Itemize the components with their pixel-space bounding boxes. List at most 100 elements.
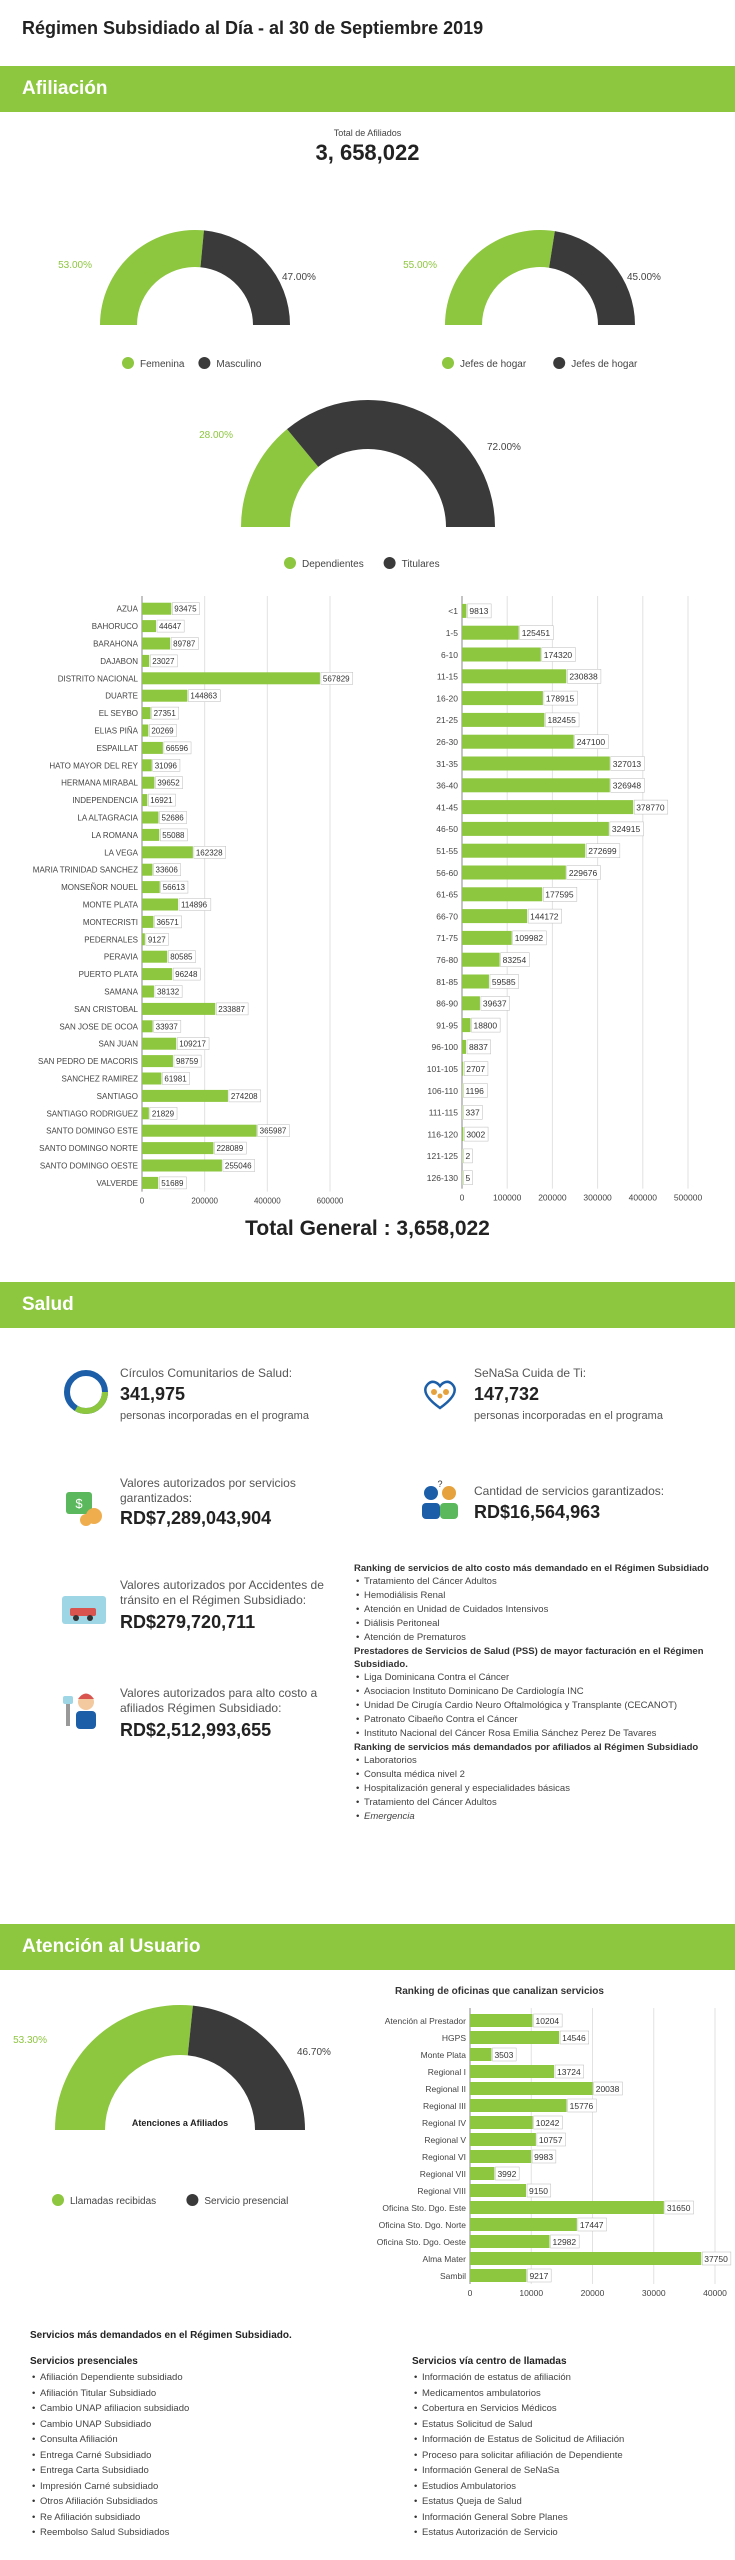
- provincia-bar: [142, 811, 159, 824]
- provincia-category-label: HERMANA MIRABAL: [61, 779, 138, 788]
- provincia-value-label: 21829: [152, 1109, 175, 1118]
- provincia-value-box: [152, 759, 181, 772]
- section-header-afiliacion: Afiliación: [0, 66, 735, 112]
- provincia-category-label: SAN CRISTOBAL: [74, 1005, 138, 1014]
- donut-dependientes-left-slice: [241, 429, 319, 527]
- provincia-value-box: [156, 619, 185, 633]
- edad-value-label: 177595: [545, 890, 574, 900]
- provincia-category-label: SANTO DOMINGO NORTE: [39, 1144, 138, 1153]
- provincia-value-label: 80585: [170, 953, 193, 962]
- stat-label: SeNaSa Cuida de Ti:: [474, 1366, 587, 1380]
- donut-atencion-left-pct: 53.30%: [13, 2035, 47, 2046]
- bar-chart-provincias: 0 200000 400000 600000 AZUA 93475 BAHORUCO 4464…: [33, 596, 354, 1206]
- edad-value-label: 125451: [522, 628, 551, 638]
- svg-text:?: ?: [437, 1479, 442, 1489]
- provincia-bar: [142, 1002, 216, 1015]
- edad-value-label: 337: [466, 1108, 480, 1118]
- provincia-value-label: 255046: [225, 1162, 252, 1171]
- stat-sub: personas incorporadas en el programa: [474, 1410, 663, 1422]
- provincia-bar: [142, 1072, 162, 1085]
- provincia-category-label: SAN JOSE DE OCOA: [59, 1022, 138, 1031]
- provincia-value-label: 33606: [156, 866, 179, 875]
- provincia-value-label: 33937: [156, 1022, 179, 1031]
- service-item: Afiliación Titular Subsidiado: [30, 2386, 360, 2402]
- oficina-value-label: 13724: [557, 2067, 581, 2077]
- total-afiliados-label: Total de Afiliados: [333, 128, 402, 138]
- section-header-atencion: Atención al Usuario: [0, 1924, 735, 1970]
- provincia-category-label: PERAVIA: [104, 953, 139, 962]
- oficina-bar: [470, 2235, 550, 2248]
- oficina-value-label: 37750: [704, 2254, 728, 2264]
- donut-jefes-right-pct: 45.00%: [627, 272, 661, 283]
- edad-value-label: 229676: [569, 868, 598, 878]
- edad-bar: [462, 996, 480, 1011]
- provincia-category-label: LA VEGA: [104, 848, 138, 857]
- legend-label: Servicio presencial: [204, 2196, 288, 2207]
- provincia-value-label: 114896: [181, 901, 208, 910]
- provincia-value-label: 38132: [157, 988, 180, 997]
- provincia-category-label: INDEPENDENCIA: [72, 796, 138, 805]
- donut-genero-left-slice: [100, 230, 204, 325]
- edad-bar: [462, 952, 500, 967]
- provincia-bar: [142, 846, 193, 859]
- oficina-category-label: Regional II: [425, 2084, 466, 2094]
- edad-value-label: 109982: [515, 933, 544, 943]
- oficina-value-box: [531, 2149, 557, 2164]
- provincia-bar: [142, 759, 152, 772]
- oficina-bar: [470, 2167, 495, 2180]
- provincia-value-label: 89787: [173, 640, 196, 649]
- edad-bar: [462, 625, 519, 640]
- edad-value-box: [467, 603, 492, 619]
- provincia-value-box: [214, 1141, 247, 1155]
- service-item: Proceso para solicitar afiliación de Dep…: [412, 2448, 732, 2464]
- provincia-category-label: SANTO DOMINGO ESTE: [46, 1127, 138, 1136]
- edad-value-label: 2: [466, 1151, 471, 1161]
- ranking-item: Consulta médica nivel 2: [354, 1768, 729, 1782]
- edad-value-label: 178915: [546, 693, 575, 703]
- provincia-category-label: HATO MAYOR DEL REY: [49, 761, 138, 770]
- stat-value: RD$2,512,993,655: [120, 1720, 272, 1740]
- provincia-value-box: [162, 1072, 190, 1085]
- provincia-value-box: [193, 846, 226, 859]
- provincia-bar: [142, 828, 160, 841]
- service-item: Impresión Carné subsidiado: [30, 2479, 360, 2495]
- edad-value-box: [609, 821, 644, 837]
- oficina-bar: [470, 2082, 593, 2095]
- edad-category-label: 16-20: [436, 693, 458, 703]
- total-afiliados-value: 3, 658,022: [315, 140, 420, 165]
- section-header-salud: Salud: [0, 1282, 735, 1328]
- provincia-value-label: 66596: [166, 744, 189, 753]
- oficina-category-label: Regional VII: [420, 2169, 466, 2179]
- provincia-value-label: 23027: [152, 657, 175, 666]
- rankings-list: Ranking de servicios de alto costo más d…: [354, 1562, 729, 1824]
- service-item: Cobertura en Servicios Médicos: [412, 2401, 732, 2417]
- service-item: Re Afiliación subsidiado: [30, 2510, 360, 2526]
- oficina-bar: [470, 2014, 533, 2027]
- provincia-bar: [142, 1124, 257, 1137]
- provincia-bar: [142, 689, 188, 702]
- edad-category-label: 71-75: [436, 933, 458, 943]
- provincia-bar: [142, 724, 149, 737]
- provincia-bar: [142, 1142, 214, 1155]
- edad-bar: [462, 1061, 464, 1076]
- provincia-bar: [142, 985, 154, 998]
- donut-genero-right-slice: [200, 230, 290, 325]
- edad-value-label: 9813: [469, 606, 488, 616]
- edad-value-box: [574, 734, 609, 749]
- edad-category-label: 126-130: [427, 1173, 458, 1183]
- afiliacion-donut-charts: 53.00% 47.00% Femenina Masculino 55.00% 45.00…: [58, 230, 661, 570]
- provincia-value-label: 274208: [231, 1092, 258, 1101]
- provincia-bar: [142, 741, 163, 754]
- provincia-value-box: [216, 1002, 249, 1016]
- edad-value-label: 2707: [466, 1064, 485, 1074]
- oficina-category-label: Oficina Sto. Dgo. Este: [382, 2203, 466, 2213]
- edad-bar: [462, 669, 567, 684]
- legend-label: Dependientes: [302, 559, 364, 570]
- edad-bar: [462, 691, 543, 706]
- provincia-value-box: [172, 967, 201, 981]
- service-item: Estatus Solicitud de Salud: [412, 2417, 732, 2433]
- provincia-value-label: 109217: [179, 1040, 206, 1049]
- provincia-category-label: LA ALTAGRACIA: [77, 814, 138, 823]
- provincia-value-box: [222, 1159, 256, 1172]
- provincia-value-box: [158, 1176, 187, 1190]
